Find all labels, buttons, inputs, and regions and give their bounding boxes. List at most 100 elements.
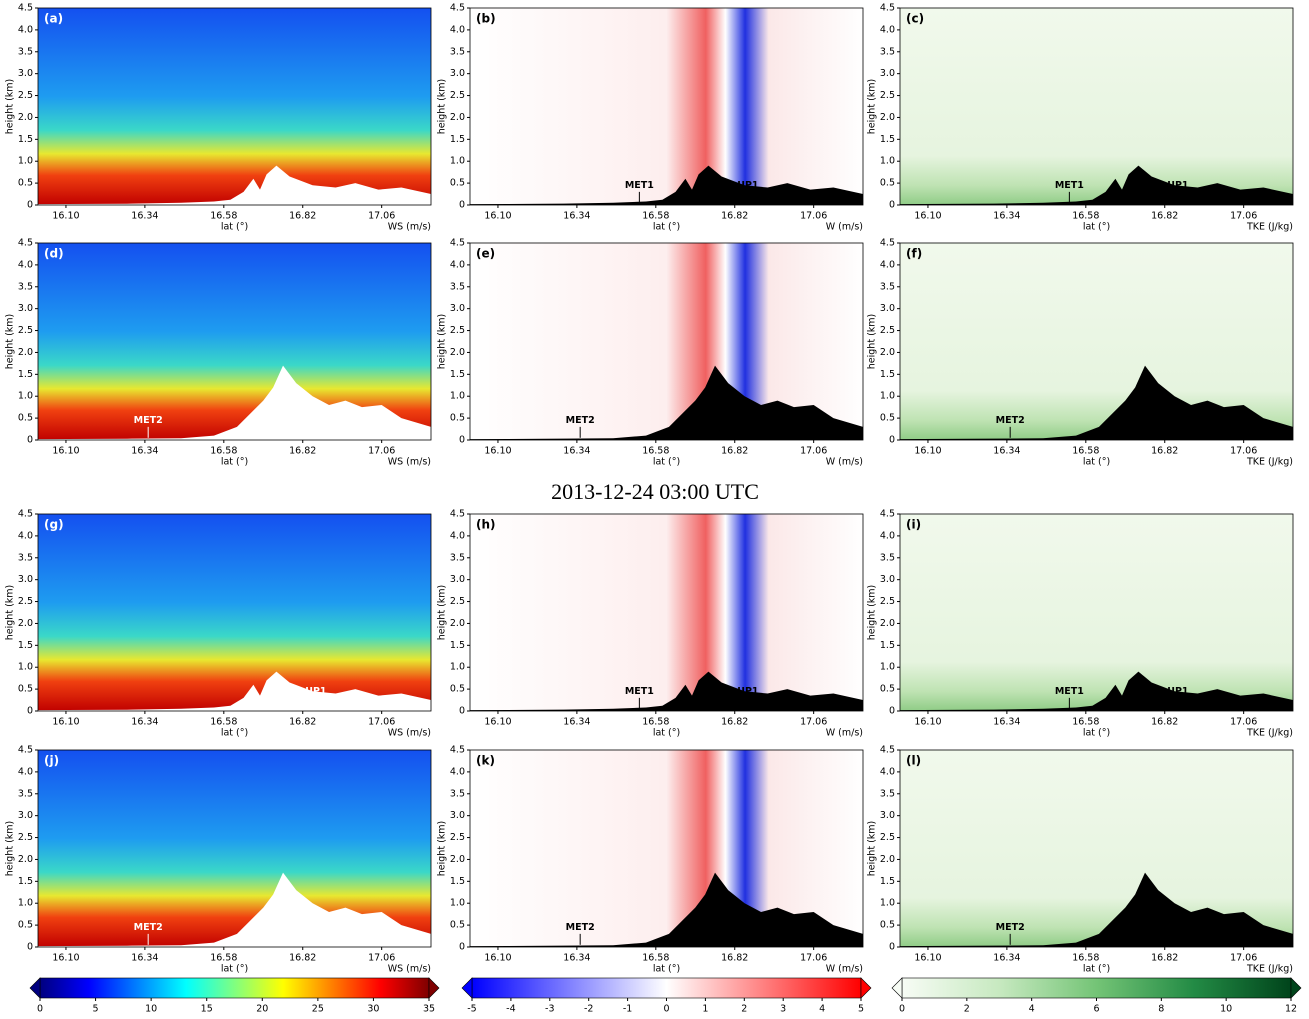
y-axis-label: height (km) [867, 585, 878, 640]
y-axis-label: height (km) [437, 314, 448, 369]
y-tick-label: 2.0 [18, 618, 33, 629]
station-label: UP1 [1167, 686, 1188, 697]
y-tick-label: 4.5 [18, 509, 33, 520]
plot-frame [37, 7, 432, 206]
y-tick-label: 2.5 [880, 90, 895, 101]
x-tick-label: 16.10 [52, 211, 79, 222]
y-tick-label: 3.0 [880, 303, 895, 314]
x-tick-label: 16.10 [52, 953, 79, 964]
y-tick-label: 4.0 [450, 766, 465, 777]
station-label: MET2 [134, 922, 163, 933]
colorbar-tick-label: 2 [741, 1004, 747, 1015]
plot-frame [37, 242, 432, 441]
station-label: UP2 [757, 922, 778, 933]
y-tick-label: 1.5 [880, 876, 895, 887]
station-label: UP1 [305, 686, 326, 697]
y-tick-label: 1.5 [450, 640, 465, 651]
x-tick-label: 16.10 [484, 953, 511, 964]
y-tick-label: 4.0 [450, 259, 465, 270]
station-label: UP2 [1187, 922, 1208, 933]
y-tick-label: 4.0 [450, 24, 465, 35]
x-tick-label: 16.82 [289, 717, 316, 728]
value-label: WS (m/s) [388, 222, 431, 233]
x-tick-label: 16.58 [210, 446, 237, 457]
plot-frame [899, 513, 1294, 712]
x-axis-label: lat (°) [653, 457, 680, 468]
x-tick-label: 16.82 [1151, 953, 1178, 964]
colorbar-tick-label: 5 [93, 1004, 99, 1015]
x-tick-label: 16.10 [52, 446, 79, 457]
x-axis-label: lat (°) [221, 222, 248, 233]
station-label: MET1 [1055, 686, 1084, 697]
y-axis-label: height (km) [437, 585, 448, 640]
y-tick-label: 2.5 [450, 832, 465, 843]
y-tick-label: 3.0 [18, 810, 33, 821]
x-tick-label: 16.58 [642, 446, 669, 457]
colorbar-extend [891, 977, 903, 999]
x-tick-label: 17.06 [1230, 717, 1257, 728]
x-tick-label: 17.06 [368, 211, 395, 222]
panel-label: (k) [476, 754, 495, 768]
plot-frame [469, 7, 864, 206]
y-tick-label: 4.5 [880, 238, 895, 249]
y-tick-label: 0 [459, 200, 465, 211]
y-tick-label: 3.5 [18, 281, 33, 292]
x-tick-label: 16.10 [914, 953, 941, 964]
y-tick-label: 3.0 [450, 574, 465, 585]
colorbar-tick-label: 5 [858, 1004, 864, 1015]
y-tick-label: 2.5 [18, 90, 33, 101]
y-tick-label: 3.0 [18, 574, 33, 585]
y-tick-label: 0.5 [18, 920, 33, 931]
station-label: MET2 [566, 415, 595, 426]
value-label: W (m/s) [826, 964, 863, 975]
x-tick-label: 16.34 [563, 953, 590, 964]
y-tick-label: 2.0 [450, 347, 465, 358]
y-tick-label: 2.5 [18, 596, 33, 607]
x-axis-label: lat (°) [221, 728, 248, 739]
panel-label: (h) [476, 518, 496, 532]
colorbar [471, 977, 862, 999]
y-tick-label: 2.0 [880, 112, 895, 123]
y-tick-label: 3.5 [880, 46, 895, 57]
y-tick-label: 2.5 [880, 325, 895, 336]
y-tick-label: 1.0 [450, 898, 465, 909]
y-tick-label: 0 [459, 706, 465, 717]
panel-label: (f) [906, 247, 922, 261]
y-tick-label: 3.0 [880, 68, 895, 79]
y-tick-label: 0 [889, 706, 895, 717]
plot-frame [899, 7, 1294, 206]
y-tick-label: 2.0 [18, 112, 33, 123]
y-tick-label: 1.5 [450, 369, 465, 380]
plot-frame [469, 513, 864, 712]
x-axis-label: lat (°) [1083, 457, 1110, 468]
colorbar-tick-label: 15 [201, 1004, 213, 1015]
station-label: UP2 [325, 922, 346, 933]
x-tick-label: 16.58 [210, 953, 237, 964]
terrain [470, 165, 863, 205]
y-tick-label: 2.0 [880, 618, 895, 629]
x-tick-label: 16.58 [1072, 446, 1099, 457]
y-tick-label: 0 [459, 942, 465, 953]
terrain [470, 671, 863, 711]
station-label: UP2 [325, 415, 346, 426]
colorbar-tick-label: -5 [467, 1004, 476, 1015]
value-label: TKE (J/kg) [1246, 457, 1293, 468]
value-label: TKE (J/kg) [1246, 222, 1293, 233]
station-label: UP1 [737, 180, 758, 191]
colorbar-tick-label: 10 [145, 1004, 157, 1015]
y-axis-label: height (km) [437, 79, 448, 134]
panel-label: (j) [44, 754, 59, 768]
y-tick-label: 1.0 [450, 662, 465, 673]
plot-frame [899, 749, 1294, 948]
colorbar-tick-label: 12 [1285, 1004, 1297, 1015]
plot-frame [37, 513, 432, 712]
x-axis-label: lat (°) [1083, 964, 1110, 975]
x-tick-label: 16.34 [993, 717, 1020, 728]
y-tick-label: 0 [27, 200, 33, 211]
y-tick-label: 4.0 [450, 530, 465, 541]
y-tick-label: 2.0 [18, 347, 33, 358]
x-tick-label: 16.34 [131, 446, 158, 457]
colorbar-extend [29, 977, 41, 999]
y-axis-label: height (km) [5, 314, 16, 369]
terrain [470, 872, 863, 947]
